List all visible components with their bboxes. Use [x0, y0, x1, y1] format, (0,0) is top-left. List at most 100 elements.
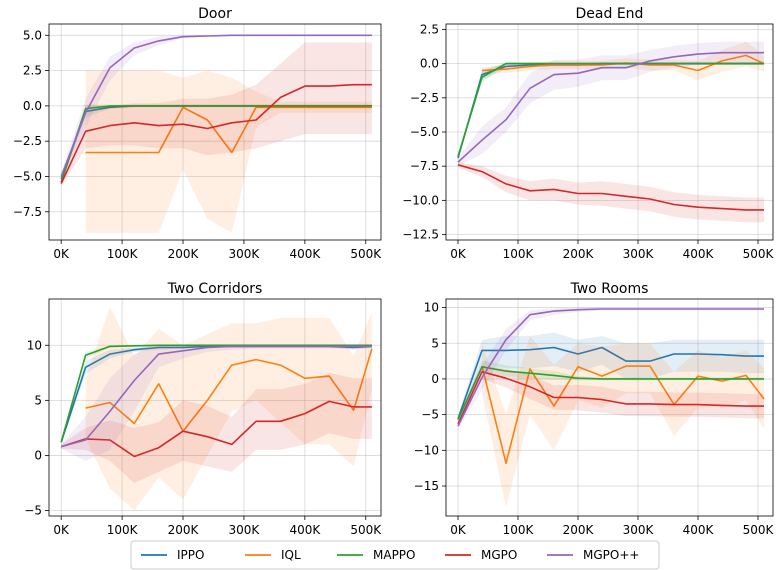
chart-title: Two Rooms — [570, 281, 649, 297]
legend-label: MGPO++ — [583, 548, 639, 562]
y-tick-label: 0 — [431, 372, 439, 386]
x-tick-label: 100K — [503, 523, 535, 537]
band-iql — [85, 306, 372, 511]
y-tick-label: 0.0 — [23, 99, 42, 113]
y-tick-label: 5 — [34, 393, 42, 407]
x-tick-label: 400K — [683, 247, 715, 261]
x-tick-label: 500K — [350, 247, 382, 261]
legend-frame — [130, 540, 660, 570]
x-tick-label: 200K — [168, 523, 200, 537]
band-mappo — [458, 360, 764, 422]
legend-item-ippo: IPPO — [141, 548, 204, 562]
legend-label: IQL — [281, 548, 301, 562]
y-tick-label: −2.5 — [13, 134, 42, 148]
line-mappo — [60, 105, 372, 183]
band-iql — [85, 70, 372, 233]
axes-frame — [48, 298, 382, 517]
band-ippo — [61, 104, 372, 183]
x-tick-label: 0K — [53, 247, 70, 261]
legend-label: MAPPO — [373, 548, 415, 562]
y-tick-label: −5.0 — [13, 169, 42, 183]
y-tick-label: −2.5 — [410, 91, 439, 105]
panel-two-corridors: 0K 100K 200K 300K 400K 500K −5 0 5 10 Two Corridor… — [24, 281, 382, 537]
band-ippo — [458, 332, 764, 422]
line-mgpo — [60, 83, 372, 184]
series-mgpoplusplus — [60, 34, 372, 181]
band-mgpo — [458, 162, 764, 223]
x-tick-label: 100K — [107, 247, 139, 261]
series-mgpoplusplus — [457, 41, 764, 167]
x-tick-label: 0K — [450, 523, 467, 537]
y-tick-label: −15 — [414, 479, 439, 493]
y-tick-label: −7.5 — [13, 205, 42, 219]
chart-title: Two Corridors — [167, 281, 263, 297]
line-mappo — [60, 344, 372, 443]
series-mgpo — [60, 372, 372, 483]
x-tick-label: 200K — [563, 523, 595, 537]
series-mappo — [457, 360, 764, 422]
x-tick-label: 100K — [107, 523, 139, 537]
band-mappo — [458, 62, 764, 160]
panel-dead-end: 0K 100K 200K 300K 400K 500K −12.5 −10.0 −7.5 −5.0… — [402, 6, 774, 261]
line-mgpo — [60, 400, 372, 458]
x-tick-label: 400K — [683, 523, 715, 537]
x-tick-label: 0K — [450, 247, 467, 261]
y-tick-label: −12.5 — [402, 228, 439, 242]
grid — [446, 299, 773, 516]
line-iql — [85, 348, 373, 433]
line-iql — [481, 365, 765, 465]
x-tick-label: 500K — [350, 523, 382, 537]
series-mappo — [60, 104, 372, 185]
series-mgpo — [457, 364, 764, 427]
series-mappo — [60, 344, 372, 445]
band-mgpo — [61, 42, 372, 187]
series-iql — [481, 336, 765, 508]
series-iql — [85, 306, 373, 511]
legend-item-mappo: MAPPO — [337, 548, 415, 562]
line-mgpoplusplus — [60, 345, 372, 448]
series-ippo — [457, 332, 764, 422]
legend-label: MGPO — [481, 548, 517, 562]
legend-label: IPPO — [177, 548, 204, 562]
line-mappo — [457, 62, 764, 157]
line-mgpo — [457, 370, 764, 425]
series-mgpo — [60, 42, 372, 187]
y-tick-label: −5.0 — [410, 125, 439, 139]
series-mgpoplusplus — [457, 307, 764, 429]
panel-two-rooms: 0K 100K 200K 300K 400K 500K −15 −10 −5 0 5 10 Two Ro… — [414, 281, 775, 537]
line-ippo — [457, 346, 764, 420]
band-mappo — [61, 344, 372, 445]
series-mappo — [457, 62, 764, 160]
x-tick-label: 300K — [229, 247, 261, 261]
line-mappo — [457, 365, 764, 420]
x-tick-label: 200K — [168, 247, 200, 261]
x-tick-label: 200K — [563, 247, 595, 261]
series-mgpoplusplus — [60, 345, 372, 461]
x-tick-label: 100K — [503, 247, 535, 261]
chart-title: Dead End — [576, 6, 644, 22]
y-tick-label: 2.5 — [23, 64, 42, 78]
series-mgpo — [457, 162, 764, 223]
band-mgpo — [458, 364, 764, 427]
band-iql — [482, 41, 764, 81]
y-tick-label: 0.0 — [420, 57, 439, 71]
band-mgpoplusplus — [61, 345, 372, 461]
x-tick-label: 0K — [53, 523, 70, 537]
series-iql — [85, 70, 372, 233]
x-tick-label: 500K — [743, 523, 775, 537]
y-tick-label: −5 — [24, 503, 42, 517]
y-tick-label: −10.0 — [402, 193, 439, 207]
y-tick-label: 10 — [27, 338, 42, 352]
band-iql — [482, 336, 764, 508]
line-mgpoplusplus — [60, 34, 372, 177]
legend-item-mgpoplusplus: MGPO++ — [547, 548, 639, 562]
y-tick-label: 2.5 — [420, 22, 439, 36]
y-tick-label: −7.5 — [410, 159, 439, 173]
y-tick-label: 0 — [34, 448, 42, 462]
y-tick-label: 10 — [424, 301, 439, 315]
line-mgpoplusplus — [457, 308, 764, 427]
legend: IPPO IQL MAPPO MGPO MGPO++ — [130, 540, 660, 570]
x-tick-label: 400K — [289, 523, 321, 537]
band-mgpoplusplus — [458, 41, 764, 167]
